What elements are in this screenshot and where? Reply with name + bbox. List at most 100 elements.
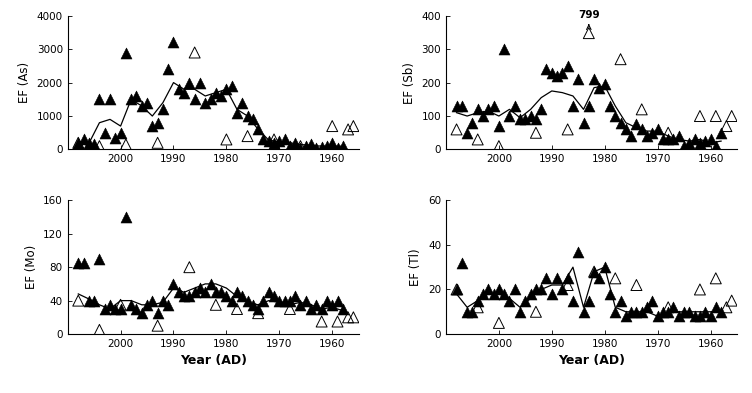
- Point: [72, 140, 84, 146]
- Point: [305, 306, 317, 312]
- Point: [604, 291, 616, 297]
- Point: [694, 313, 706, 320]
- Point: [77, 136, 89, 143]
- Point: [525, 291, 537, 297]
- Point: [456, 103, 468, 109]
- Point: [503, 298, 515, 304]
- Point: [487, 291, 499, 297]
- Point: [152, 140, 164, 146]
- Point: [720, 304, 732, 310]
- Point: [189, 289, 201, 296]
- Point: [72, 140, 84, 146]
- Point: [93, 256, 105, 262]
- Y-axis label: EF (Sb): EF (Sb): [403, 62, 416, 103]
- Point: [173, 86, 185, 92]
- Point: [300, 143, 312, 149]
- Point: [93, 143, 105, 149]
- Point: [220, 136, 232, 143]
- Point: [567, 103, 579, 109]
- Point: [326, 302, 338, 308]
- Point: [332, 318, 344, 325]
- Point: [268, 136, 280, 143]
- Point: [663, 309, 675, 315]
- Point: [247, 302, 259, 308]
- Point: [498, 291, 510, 297]
- X-axis label: Year (AD): Year (AD): [180, 354, 247, 367]
- X-axis label: Year (AD): Year (AD): [558, 354, 625, 367]
- Point: [509, 103, 521, 109]
- Point: [593, 275, 605, 281]
- Point: [152, 119, 164, 126]
- Point: [321, 298, 333, 304]
- Point: [673, 313, 685, 320]
- Point: [247, 116, 259, 123]
- Point: [461, 130, 473, 136]
- Point: [130, 306, 142, 312]
- Point: [614, 119, 626, 126]
- Point: [262, 138, 274, 144]
- Point: [450, 286, 462, 293]
- Point: [715, 130, 727, 136]
- Point: [168, 281, 180, 287]
- Point: [173, 289, 185, 296]
- Y-axis label: EF (Tl): EF (Tl): [409, 248, 423, 286]
- Point: [130, 93, 142, 99]
- Point: [535, 106, 547, 112]
- Point: [593, 84, 605, 91]
- Point: [72, 298, 84, 304]
- Point: [220, 86, 232, 92]
- Point: [152, 323, 164, 329]
- Y-axis label: EF (Mo): EF (Mo): [25, 245, 38, 289]
- Point: [189, 96, 201, 103]
- Point: [726, 113, 738, 119]
- Point: [305, 141, 317, 148]
- Point: [588, 268, 600, 275]
- Point: [215, 93, 227, 99]
- Point: [347, 123, 359, 129]
- Point: [321, 143, 333, 149]
- Point: [290, 293, 302, 299]
- Point: [651, 126, 663, 132]
- Point: [300, 298, 312, 304]
- Point: [257, 136, 269, 143]
- Point: [189, 50, 201, 56]
- Point: [482, 106, 494, 112]
- Point: [493, 320, 505, 326]
- Point: [88, 141, 100, 148]
- Point: [509, 286, 521, 293]
- Point: [278, 136, 290, 143]
- Point: [630, 309, 642, 315]
- Point: [147, 298, 159, 304]
- Point: [635, 309, 647, 315]
- Point: [635, 106, 647, 112]
- Point: [236, 293, 248, 299]
- Point: [252, 306, 264, 312]
- Point: [535, 286, 547, 293]
- Point: [705, 136, 717, 143]
- Point: [114, 302, 126, 308]
- Point: [541, 66, 553, 72]
- Point: [694, 113, 706, 119]
- Point: [141, 99, 153, 106]
- Point: [625, 309, 637, 315]
- Point: [493, 123, 505, 129]
- Point: [178, 90, 190, 96]
- Point: [599, 81, 611, 87]
- Point: [326, 123, 338, 129]
- Point: [635, 126, 647, 132]
- Point: [284, 306, 296, 312]
- Point: [609, 309, 621, 315]
- Point: [657, 136, 669, 143]
- Point: [461, 309, 473, 315]
- Point: [705, 313, 717, 320]
- Point: [715, 309, 727, 315]
- Point: [337, 306, 349, 312]
- Point: [472, 106, 484, 112]
- Point: [604, 103, 616, 109]
- Point: [141, 302, 153, 308]
- Text: 799: 799: [578, 10, 599, 20]
- Point: [646, 130, 658, 136]
- Point: [684, 309, 696, 315]
- Point: [135, 310, 147, 316]
- Point: [295, 145, 307, 151]
